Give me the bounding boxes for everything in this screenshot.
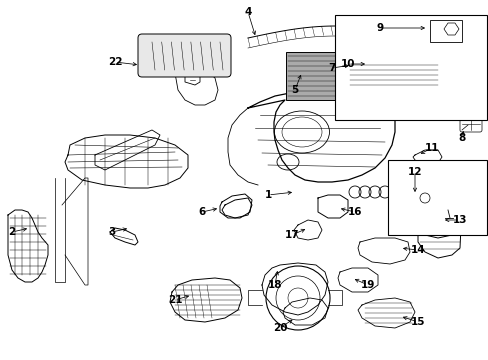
Text: 9: 9 — [376, 23, 383, 33]
Text: 21: 21 — [167, 295, 182, 305]
FancyBboxPatch shape — [138, 34, 230, 77]
Text: 15: 15 — [410, 317, 425, 327]
Text: 12: 12 — [407, 167, 421, 177]
Text: 1: 1 — [264, 190, 271, 200]
Text: 7: 7 — [327, 63, 335, 73]
Text: 10: 10 — [340, 59, 354, 69]
Bar — [334, 15, 486, 120]
Text: 19: 19 — [360, 280, 374, 290]
Text: 17: 17 — [284, 230, 299, 240]
Bar — [387, 160, 486, 235]
Text: 13: 13 — [452, 215, 467, 225]
Text: 20: 20 — [272, 323, 286, 333]
Bar — [429, 20, 461, 42]
Text: 5: 5 — [291, 85, 298, 95]
Text: 14: 14 — [410, 245, 425, 255]
Text: 18: 18 — [267, 280, 282, 290]
Text: 3: 3 — [108, 227, 115, 237]
Text: 2: 2 — [8, 227, 16, 237]
Text: 4: 4 — [244, 7, 251, 17]
Bar — [285, 52, 353, 100]
Text: 6: 6 — [198, 207, 205, 217]
Text: 16: 16 — [347, 207, 362, 217]
Text: 8: 8 — [457, 133, 465, 143]
Text: 22: 22 — [107, 57, 122, 67]
Text: 11: 11 — [424, 143, 438, 153]
